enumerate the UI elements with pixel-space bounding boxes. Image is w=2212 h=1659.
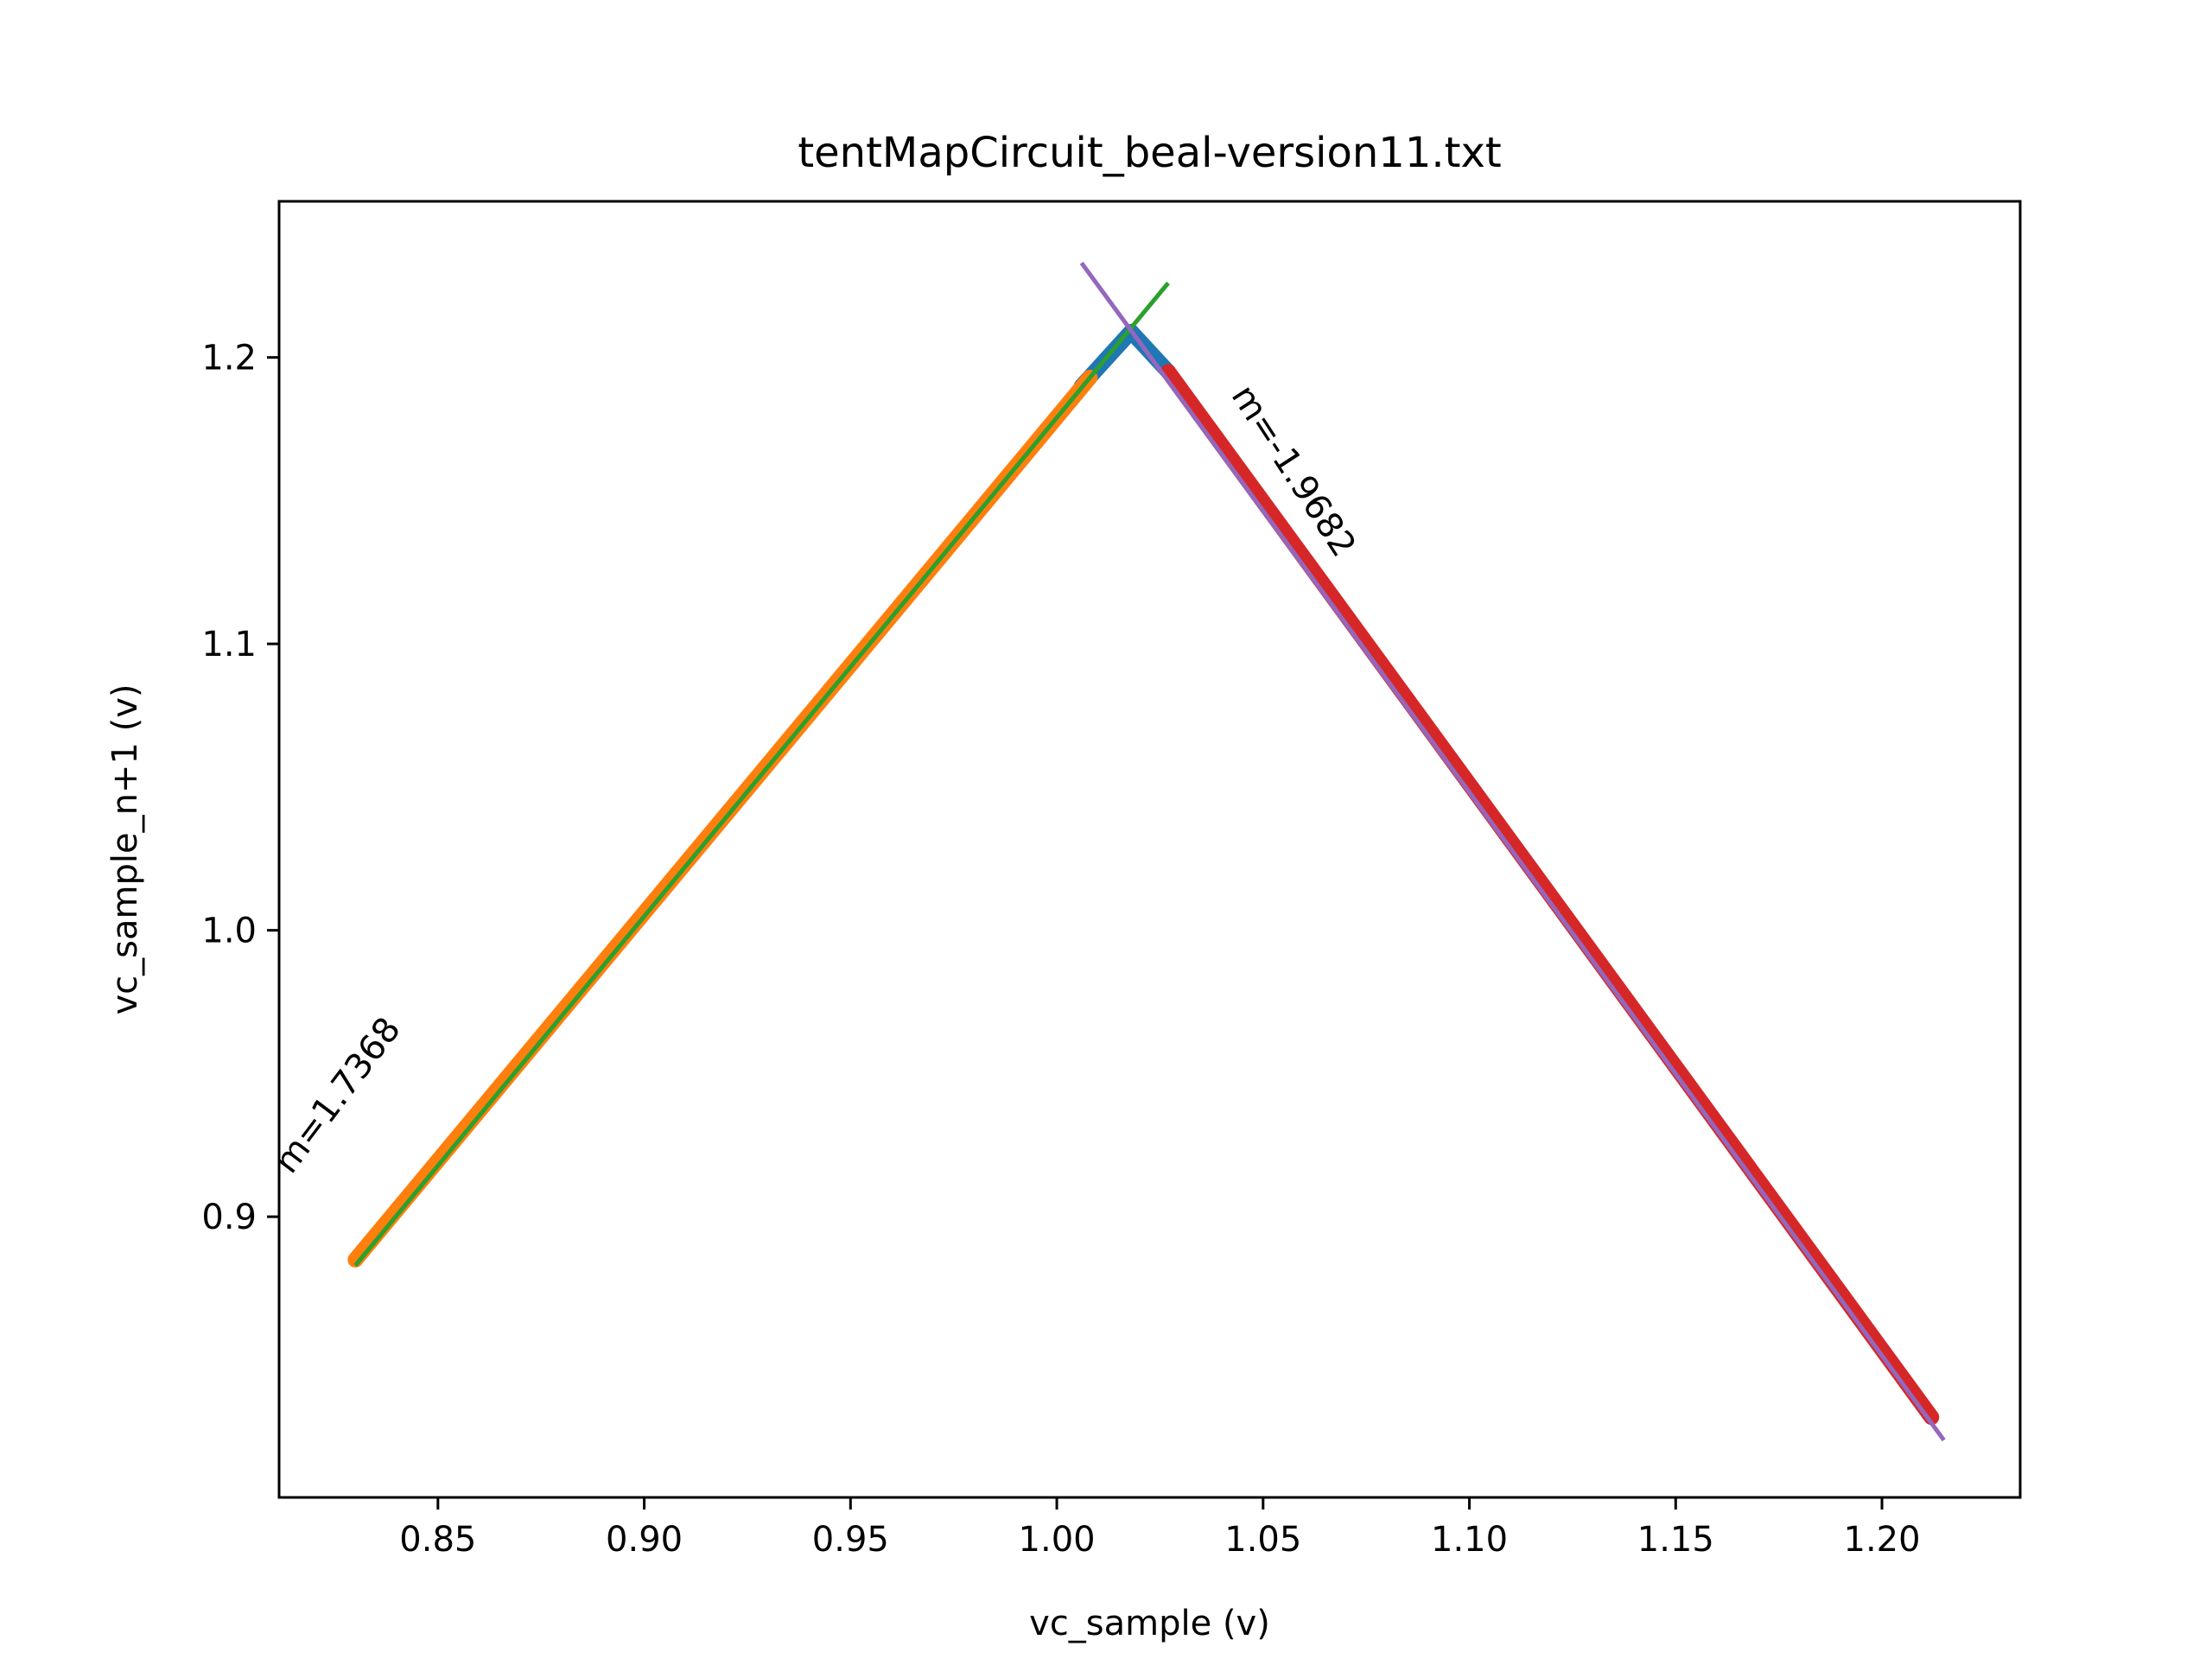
y-tick-label: 1.2 — [201, 339, 257, 378]
y-axis-label: vc_sample_n+1 (v) — [105, 683, 145, 1014]
scatter-band-series-2 — [1160, 364, 1940, 1426]
x-tick-label: 1.00 — [1019, 1520, 1096, 1560]
x-tick-label: 0.95 — [812, 1520, 889, 1560]
y-tick-label: 0.9 — [201, 1198, 257, 1237]
axis-ticks: 0.85 0.90 0.95 1.00 1.05 1.10 1.15 1.20 0.9 1.0 1.… — [201, 339, 1920, 1560]
plot-frame — [277, 200, 2022, 1499]
x-axis-label: vc_sample (v) — [1029, 1604, 1270, 1643]
y-tick-label: 1.0 — [201, 912, 257, 951]
x-tick-label: 1.05 — [1224, 1520, 1301, 1560]
plot-area — [347, 261, 1946, 1442]
x-tick-label: 0.90 — [606, 1520, 683, 1560]
x-tick-label: 1.20 — [1844, 1520, 1921, 1560]
x-tick-label: 1.15 — [1637, 1520, 1714, 1560]
chart-title: tentMapCircuit_beal-version11.txt — [798, 129, 1501, 177]
fit-line-series-4 — [1079, 261, 1946, 1442]
y-tick-label: 1.1 — [201, 625, 257, 664]
x-tick-label: 1.10 — [1431, 1520, 1508, 1560]
x-tick-label: 0.85 — [399, 1520, 476, 1560]
fit-line-series-3 — [353, 281, 1170, 1268]
